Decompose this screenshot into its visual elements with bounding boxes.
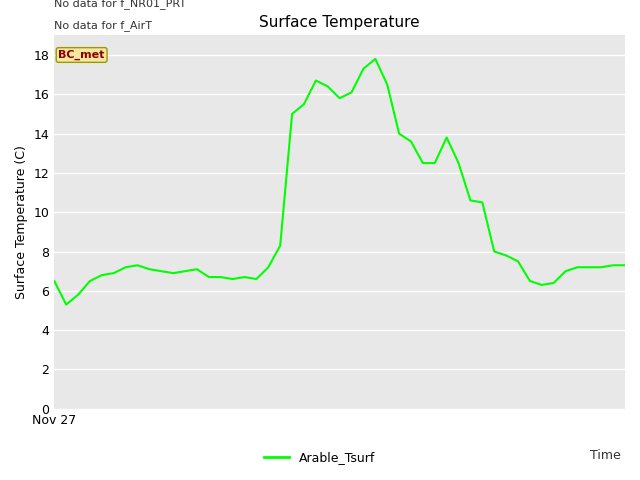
Legend: Arable_Tsurf: Arable_Tsurf	[259, 446, 381, 469]
Text: No data for f_AirT: No data for f_AirT	[54, 20, 152, 31]
Text: BC_met: BC_met	[58, 50, 105, 60]
Text: No data for f_NR01_PRT: No data for f_NR01_PRT	[54, 0, 186, 9]
Y-axis label: Surface Temperature (C): Surface Temperature (C)	[15, 145, 28, 299]
Title: Surface Temperature: Surface Temperature	[259, 15, 420, 30]
Text: Time: Time	[590, 449, 621, 462]
